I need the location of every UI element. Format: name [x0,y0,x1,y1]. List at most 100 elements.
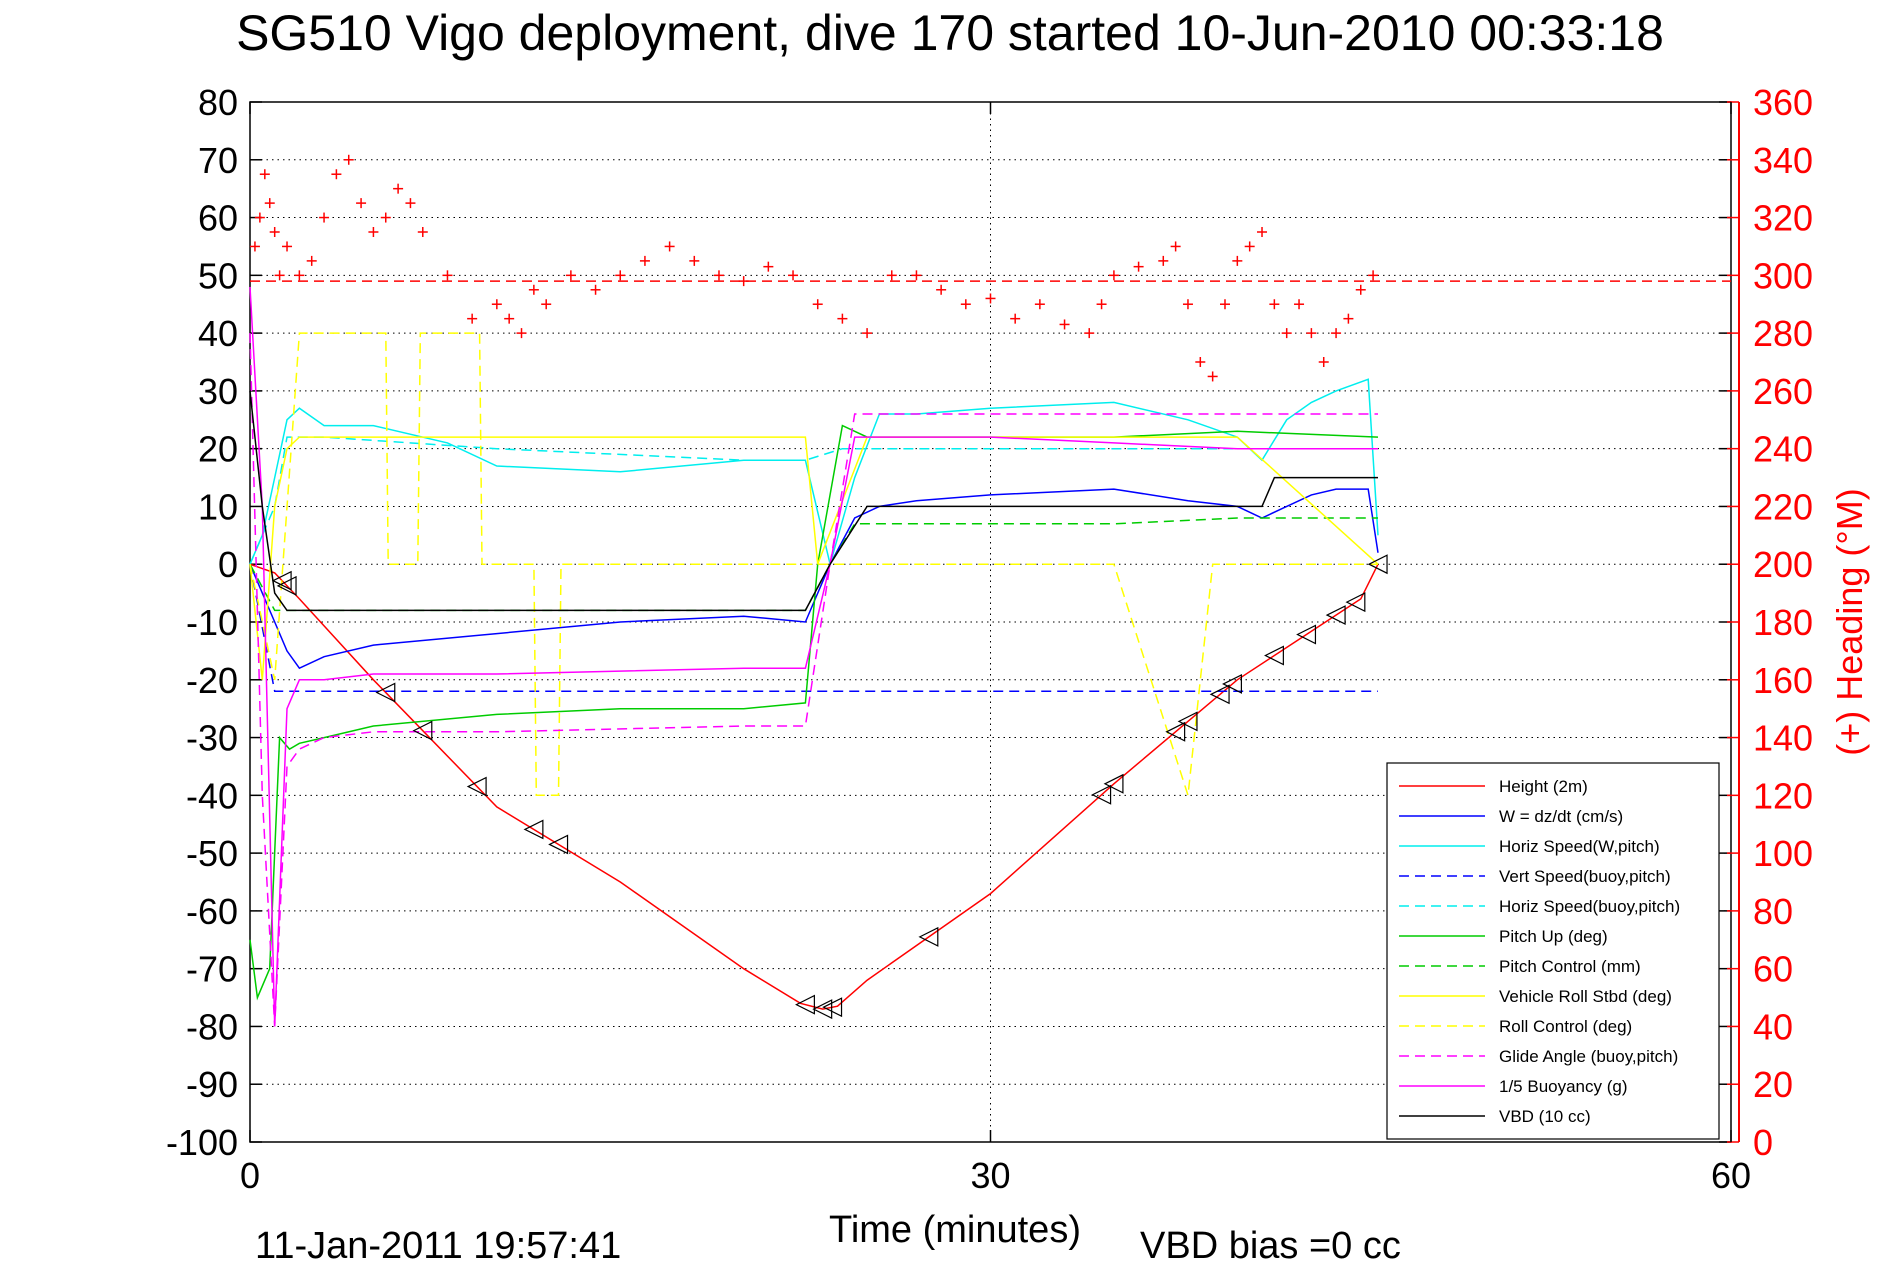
heading-point [936,284,947,295]
heading-point [1269,299,1280,310]
series-line-4 [249,436,1378,565]
triangle-marker [276,575,297,596]
legend-entry: W = dz/dt (cm/s) [1499,807,1623,826]
heading-point [294,270,305,281]
series-line-7 [249,436,1379,680]
vbd-bias-label: VBD bias =0 cc [1140,1225,1401,1262]
heading-point [1318,357,1329,367]
heading-point [689,255,700,266]
series-line-0 [249,563,1379,1010]
triangle-marker [1222,673,1242,694]
legend-entry: Horiz Speed(W,pitch) [1499,837,1660,856]
heading-point [1133,261,1144,272]
legend-entry: Pitch Up (deg) [1499,927,1608,946]
triangle-marker [523,819,544,840]
heading-point [1257,227,1268,237]
heading-point [1368,270,1379,281]
y-tick-label: 80 [198,82,238,123]
x-tick-label: 30 [970,1155,1010,1196]
triangle-marker [1264,645,1284,666]
triangle-marker [918,926,939,947]
heading-point [862,328,873,339]
heading-point [356,198,367,209]
y-tick-label: -90 [186,1064,238,1105]
heading-point [282,241,293,252]
y-tick-label: 70 [198,140,238,181]
triangle-marker [822,997,843,1018]
legend-entry: Roll Control (deg) [1499,1017,1632,1036]
heading-point [331,169,342,180]
chart-title: SG510 Vigo deployment, dive 170 started … [236,5,1664,61]
heading-point [1244,241,1255,252]
right-axis-label: (+) Heading (°M) [1829,488,1870,755]
heading-point [590,284,601,295]
y-tick-label: -50 [186,833,238,874]
legend-entry: 1/5 Buoyancy (g) [1499,1077,1628,1096]
y2-tick-label: 100 [1753,833,1813,874]
heading-point [738,276,749,287]
heading-point [541,299,552,310]
heading-point [664,241,675,252]
y2-tick-label: 0 [1753,1122,1773,1163]
legend-entry: Height (2m) [1499,777,1588,796]
footer-timestamp: 11-Jan-2011 19:57:41 [255,1225,621,1262]
series-line-10 [249,286,1378,1027]
heading-point [259,169,270,180]
x-tick-label: 0 [240,1155,260,1196]
y2-tick-label: 260 [1753,371,1813,412]
heading-point [1059,319,1070,330]
heading-point [1331,328,1342,339]
triangle-marker [1367,554,1388,575]
heading-point [1355,284,1366,295]
heading-point [1034,299,1045,310]
heading-point [960,299,971,310]
heading-point [639,255,650,266]
x-tick-label: 60 [1711,1155,1751,1196]
y-tick-label: -10 [186,602,238,643]
y-tick-label: 60 [198,198,238,239]
y2-tick-label: 80 [1753,891,1793,932]
heading-point [1010,313,1021,324]
y-tick-label: 10 [198,486,238,527]
heading-point [254,212,265,223]
triangle-marker [1325,605,1346,626]
heading-point [1207,371,1218,382]
heading-point [1232,255,1243,266]
heading-point [343,154,354,165]
y2-tick-label: 60 [1753,949,1793,990]
y2-tick-label: 340 [1753,140,1813,181]
x-axis: 0 30 60 [240,102,1751,1196]
heading-point [1281,328,1292,339]
heading-point [763,261,774,272]
heading-point [1343,313,1354,324]
heading-point [837,313,848,324]
triangle-markers [271,554,1388,1020]
heading-point [269,227,280,237]
y-tick-label: -70 [186,949,238,990]
heading-point [911,270,922,281]
legend-entry: Vert Speed(buoy,pitch) [1499,867,1671,886]
heading-point [713,270,724,281]
legend-box [1386,762,1720,1140]
y-tick-label: 50 [198,255,238,296]
heading-point [264,198,275,209]
heading-point [1182,299,1193,310]
y2-tick-label: 320 [1753,198,1813,239]
series-line-1 [249,488,1379,670]
y2-tick-label: 160 [1753,660,1813,701]
series-line-11 [249,390,1378,612]
series-line-2 [249,378,1379,568]
left-axis: 80 70 60 50 40 30 20 10 0 -10 -20 -30 -40 -50 -60 -70 -8… [166,82,1731,1163]
triangle-marker [412,720,433,741]
y-tick-label: 40 [198,313,238,354]
triangle-marker [375,682,396,703]
heading-point [1195,357,1206,367]
legend-entry: Horiz Speed(buoy,pitch) [1499,897,1680,916]
y-tick-label: -60 [186,891,238,932]
heading-point [788,270,799,281]
series-lines [249,286,1379,1027]
y2-tick-label: 280 [1753,313,1813,354]
legend: Height (2m) W = dz/dt (cm/s) Horiz Speed(W… [1386,762,1720,1140]
series-line-3 [249,564,1378,693]
heading-point [467,313,478,324]
